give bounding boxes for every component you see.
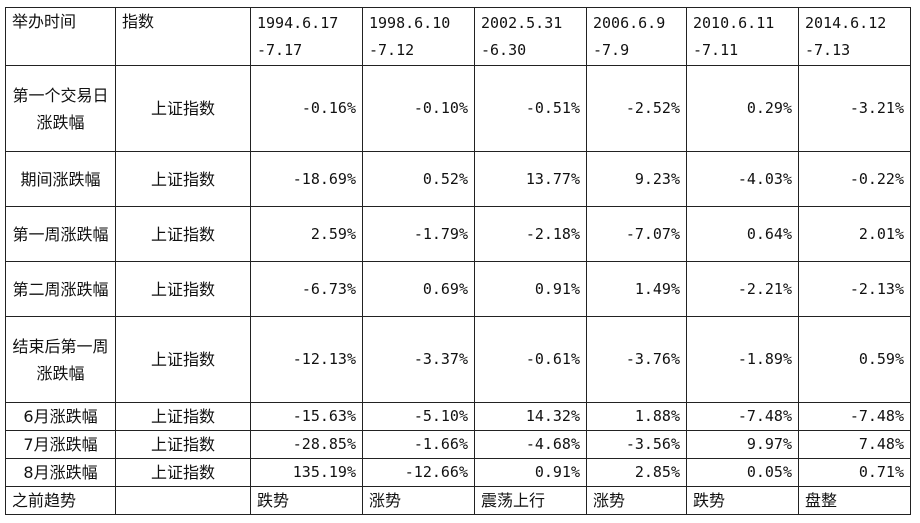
header-period: 2002.5.31 -6.30: [474, 7, 587, 66]
table-row: 期间涨跌幅 上证指数 -18.69% 0.52% 13.77% 9.23% -4…: [5, 151, 911, 207]
value-cell: 9.97%: [686, 430, 799, 459]
value-cell: -2.13%: [798, 261, 911, 317]
row-index: 上证指数: [115, 65, 251, 152]
trend-cell: 跌势: [250, 486, 363, 515]
value-cell: -2.52%: [586, 65, 687, 152]
value-cell: -1.66%: [362, 430, 475, 459]
value-cell: 14.32%: [474, 402, 587, 431]
value-cell: 2.01%: [798, 206, 911, 262]
header-period: 2014.6.12 -7.13: [798, 7, 911, 66]
header-time: 举办时间: [5, 7, 116, 66]
value-cell: -7.48%: [798, 402, 911, 431]
value-cell: -2.18%: [474, 206, 587, 262]
header-row: 举办时间 指数 1994.6.17 -7.17 1998.6.10 -7.12 20…: [5, 7, 911, 66]
value-cell: -7.48%: [686, 402, 799, 431]
value-cell: -1.79%: [362, 206, 475, 262]
row-label: 8月涨跌幅: [5, 458, 116, 487]
table-row: 6月涨跌幅 上证指数 -15.63% -5.10% 14.32% 1.88% -…: [5, 402, 911, 431]
value-cell: -4.03%: [686, 151, 799, 207]
header-period: 2006.6.9 -7.9: [586, 7, 687, 66]
row-label: 7月涨跌幅: [5, 430, 116, 459]
worldcup-index-table-wrapper: 举办时间 指数 1994.6.17 -7.17 1998.6.10 -7.12 20…: [5, 7, 911, 515]
value-cell: 0.91%: [474, 458, 587, 487]
value-cell: 0.59%: [798, 316, 911, 403]
trend-row: 之前趋势 跌势 涨势 震荡上行 涨势 跌势 盘整: [5, 486, 911, 515]
value-cell: 2.85%: [586, 458, 687, 487]
row-index: 上证指数: [115, 458, 251, 487]
value-cell: 1.49%: [586, 261, 687, 317]
trend-cell: 震荡上行: [474, 486, 587, 515]
value-cell: -28.85%: [250, 430, 363, 459]
value-cell: 0.64%: [686, 206, 799, 262]
table-row: 第一个交易日涨跌幅 上证指数 -0.16% -0.10% -0.51% -2.5…: [5, 65, 911, 152]
value-cell: 7.48%: [798, 430, 911, 459]
value-cell: -3.37%: [362, 316, 475, 403]
value-cell: 0.29%: [686, 65, 799, 152]
value-cell: 0.05%: [686, 458, 799, 487]
value-cell: 135.19%: [250, 458, 363, 487]
value-cell: 0.52%: [362, 151, 475, 207]
value-cell: -1.89%: [686, 316, 799, 403]
value-cell: -4.68%: [474, 430, 587, 459]
worldcup-index-table: 举办时间 指数 1994.6.17 -7.17 1998.6.10 -7.12 20…: [5, 7, 911, 515]
table-row: 7月涨跌幅 上证指数 -28.85% -1.66% -4.68% -3.56% …: [5, 430, 911, 459]
row-index: 上证指数: [115, 402, 251, 431]
value-cell: -0.22%: [798, 151, 911, 207]
row-label: 6月涨跌幅: [5, 402, 116, 431]
trend-label: 之前趋势: [5, 486, 116, 515]
header-index: 指数: [115, 7, 251, 66]
trend-index: [115, 486, 251, 515]
table-row: 第一周涨跌幅 上证指数 2.59% -1.79% -2.18% -7.07% 0…: [5, 206, 911, 262]
row-index: 上证指数: [115, 430, 251, 459]
trend-cell: 盘整: [798, 486, 911, 515]
row-label: 第二周涨跌幅: [5, 261, 116, 317]
row-label: 结束后第一周涨跌幅: [5, 316, 116, 403]
header-period: 1994.6.17 -7.17: [250, 7, 363, 66]
row-index: 上证指数: [115, 206, 251, 262]
row-index: 上证指数: [115, 316, 251, 403]
header-period: 2010.6.11 -7.11: [686, 7, 799, 66]
value-cell: -0.10%: [362, 65, 475, 152]
value-cell: 2.59%: [250, 206, 363, 262]
value-cell: -6.73%: [250, 261, 363, 317]
value-cell: -7.07%: [586, 206, 687, 262]
trend-cell: 跌势: [686, 486, 799, 515]
value-cell: -12.66%: [362, 458, 475, 487]
value-cell: -3.76%: [586, 316, 687, 403]
value-cell: -12.13%: [250, 316, 363, 403]
value-cell: -2.21%: [686, 261, 799, 317]
value-cell: 9.23%: [586, 151, 687, 207]
value-cell: -0.61%: [474, 316, 587, 403]
value-cell: -3.21%: [798, 65, 911, 152]
value-cell: 0.91%: [474, 261, 587, 317]
value-cell: -15.63%: [250, 402, 363, 431]
value-cell: 1.88%: [586, 402, 687, 431]
value-cell: 13.77%: [474, 151, 587, 207]
trend-cell: 涨势: [362, 486, 475, 515]
row-index: 上证指数: [115, 261, 251, 317]
value-cell: -0.16%: [250, 65, 363, 152]
table-row: 第二周涨跌幅 上证指数 -6.73% 0.69% 0.91% 1.49% -2.…: [5, 261, 911, 317]
value-cell: -5.10%: [362, 402, 475, 431]
trend-cell: 涨势: [586, 486, 687, 515]
row-label: 第一周涨跌幅: [5, 206, 116, 262]
table-row: 8月涨跌幅 上证指数 135.19% -12.66% 0.91% 2.85% 0…: [5, 458, 911, 487]
row-label: 期间涨跌幅: [5, 151, 116, 207]
value-cell: -3.56%: [586, 430, 687, 459]
value-cell: 0.69%: [362, 261, 475, 317]
header-period: 1998.6.10 -7.12: [362, 7, 475, 66]
value-cell: -18.69%: [250, 151, 363, 207]
value-cell: -0.51%: [474, 65, 587, 152]
value-cell: 0.71%: [798, 458, 911, 487]
row-label: 第一个交易日涨跌幅: [5, 65, 116, 152]
row-index: 上证指数: [115, 151, 251, 207]
table-row: 结束后第一周涨跌幅 上证指数 -12.13% -3.37% -0.61% -3.…: [5, 316, 911, 403]
